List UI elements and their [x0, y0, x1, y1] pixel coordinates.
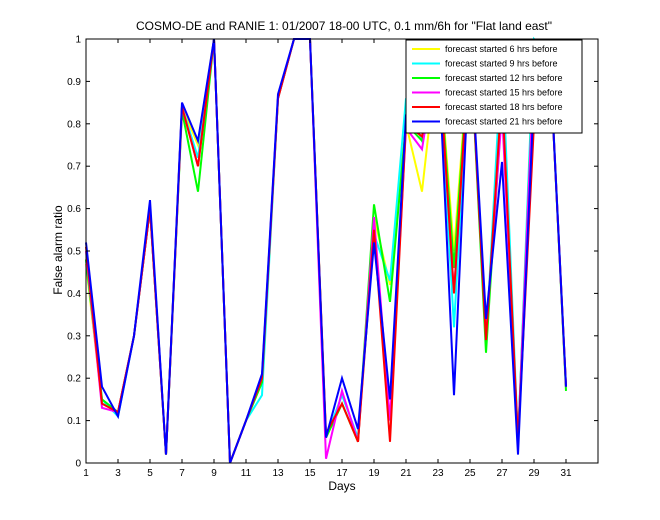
y-tick-label: 0.9: [67, 77, 81, 88]
x-tick-label: 25: [464, 468, 476, 479]
x-axis-title: Days: [328, 479, 355, 493]
y-tick-label: 0.5: [67, 247, 81, 258]
y-tick-label: 0.2: [67, 374, 81, 385]
y-tick-label: 0.8: [67, 119, 81, 130]
x-tick-label: 11: [241, 468, 252, 479]
x-tick-label: 21: [400, 468, 412, 479]
legend-label-2: forecast started 9 hrs before: [445, 59, 558, 69]
y-tick-label: 0.6: [67, 204, 81, 215]
x-tick-label: 9: [211, 468, 217, 479]
y-tick-label: 0.7: [67, 162, 81, 173]
y-tick-label: 0.4: [67, 289, 81, 300]
x-tick-label: 29: [528, 468, 540, 479]
legend-label-4: forecast started 15 hrs before: [445, 88, 563, 98]
legend: forecast started 6 hrs before forecast st…: [405, 39, 583, 134]
x-tick-label: 23: [432, 468, 444, 479]
y-tick-label: 1: [75, 35, 81, 46]
x-tick-label: 1: [83, 468, 89, 479]
x-tick-label: 3: [115, 468, 121, 479]
x-tick-label: 27: [496, 468, 508, 479]
x-tick-label: 19: [368, 468, 380, 479]
x-tick-label: 31: [560, 468, 572, 479]
axes-layer: 1 3 5 7 9 11 13 15 17 19 21 23 25 27 29 3100.10.20.30.4…: [67, 35, 599, 479]
series-line-6: [85, 38, 567, 464]
y-axis-title: False alarm ratio: [51, 205, 65, 295]
y-tick-label: 0.1: [67, 416, 81, 427]
legend-label-3: forecast started 12 hrs before: [445, 73, 563, 83]
legend-label-5: forecast started 18 hrs before: [445, 102, 563, 112]
legend-box: [405, 39, 583, 134]
chart-title: COSMO-DE and RANIE 1: 01/2007 18-00 UTC,…: [136, 19, 552, 33]
y-tick-label: 0: [75, 459, 81, 470]
legend-label-1: forecast started 6 hrs before: [445, 44, 558, 54]
x-tick-label: 15: [304, 468, 316, 479]
x-tick-label: 13: [272, 468, 284, 479]
y-tick-label: 0.3: [67, 331, 81, 342]
legend-label-6: forecast started 21 hrs before: [445, 117, 563, 127]
x-tick-label: 17: [336, 468, 348, 479]
x-tick-label: 5: [147, 468, 153, 479]
x-tick-label: 7: [179, 468, 185, 479]
series-layer: [85, 36, 567, 464]
